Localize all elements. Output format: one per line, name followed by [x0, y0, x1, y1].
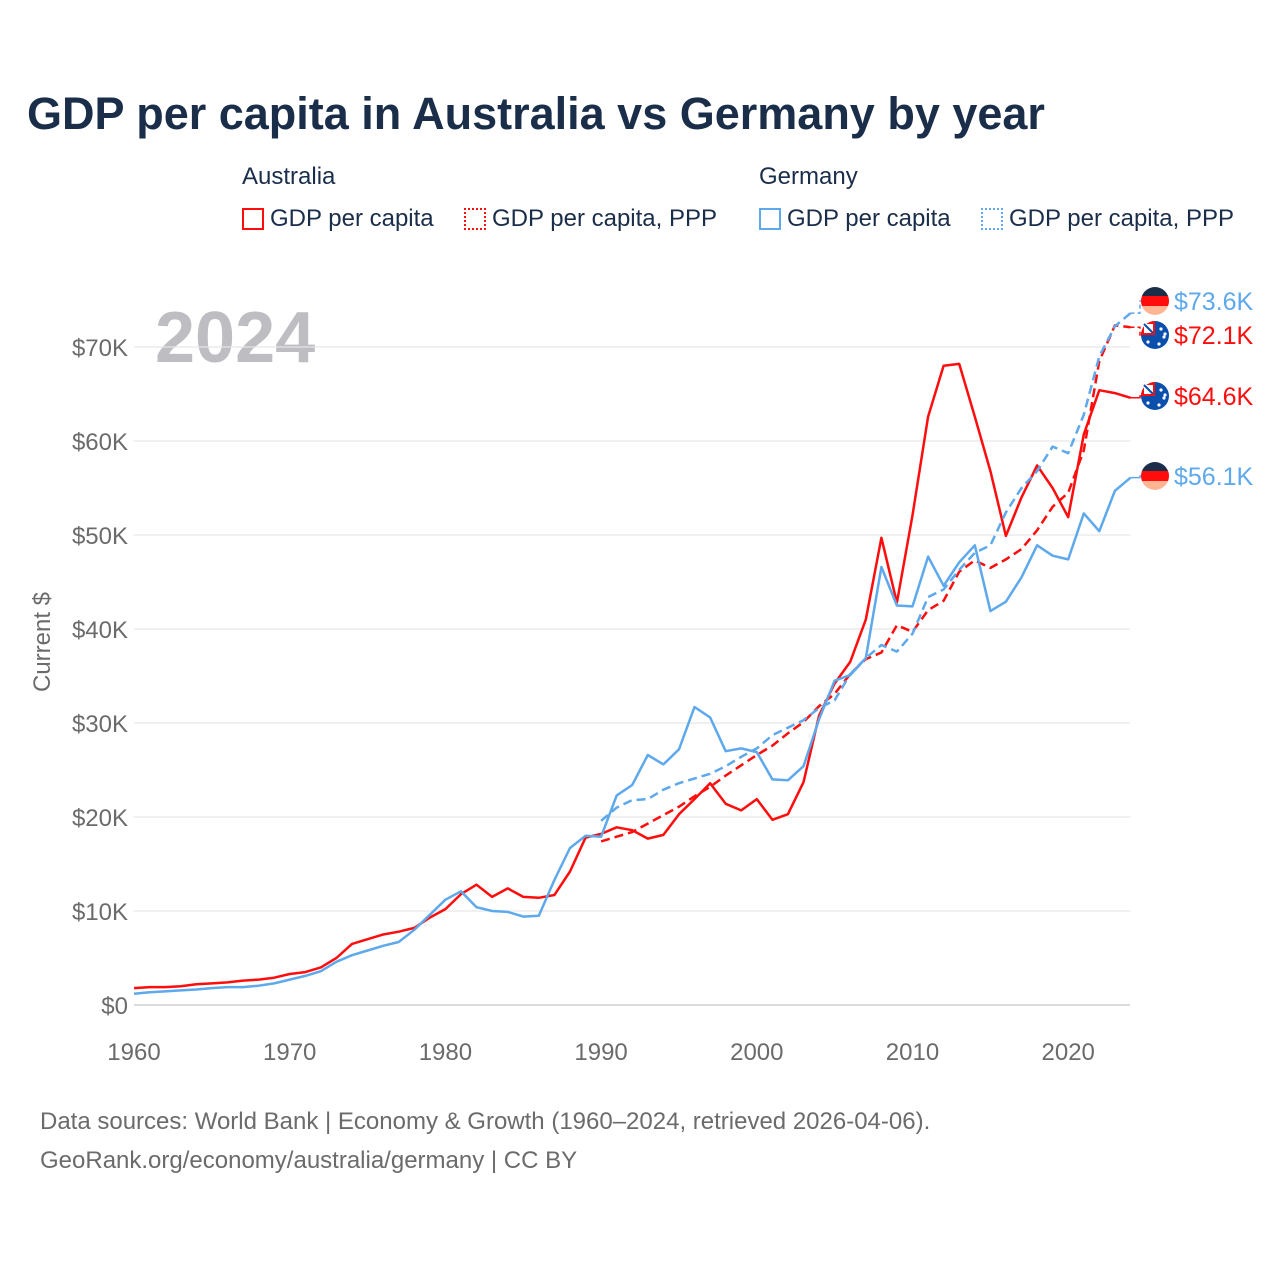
legend-item-australia-ppp[interactable]: GDP per capita, PPP — [464, 205, 717, 233]
y-tick-label: $10K — [72, 899, 128, 926]
footer-sources: Data sources: World Bank | Economy & Gro… — [40, 1108, 931, 1135]
y-tick-label: $40K — [72, 617, 128, 644]
x-tick-label: 1980 — [419, 1039, 472, 1066]
y-tick-label: $20K — [72, 805, 128, 832]
australia-flag-icon — [1141, 321, 1169, 349]
y-tick-label: $30K — [72, 711, 128, 738]
x-tick-label: 2000 — [730, 1039, 783, 1066]
australia-flag-icon — [1141, 382, 1169, 410]
legend-item-germany-ppp[interactable]: GDP per capita, PPP — [981, 205, 1234, 233]
germany-flag-icon — [1141, 287, 1169, 315]
end-value-label: $56.1K — [1174, 463, 1254, 491]
series-line-germany-gdp-per-capita-ppp — [600, 312, 1132, 822]
legend-group-germany: Germany — [759, 163, 858, 191]
end-value-label: $72.1K — [1174, 322, 1254, 350]
y-axis-label: Current $ — [29, 592, 56, 692]
end-value-label: $73.6K — [1174, 288, 1254, 316]
x-tick-label: 2020 — [1042, 1039, 1095, 1066]
x-tick-label: 1990 — [574, 1039, 627, 1066]
x-tick-label: 1960 — [107, 1039, 160, 1066]
x-tick-label: 1970 — [263, 1039, 316, 1066]
chart-title: GDP per capita in Australia vs Germany b… — [27, 88, 1045, 139]
legend-swatch — [242, 208, 264, 230]
y-tick-label: $50K — [72, 523, 128, 550]
y-tick-label: $70K — [72, 335, 128, 362]
legend-group-label: Australia — [242, 163, 336, 190]
y-tick-label: $0 — [101, 993, 128, 1020]
footer-link[interactable]: GeoRank.org/economy/australia/germany | … — [40, 1147, 578, 1174]
series-line-australia-gdp-per-capita — [133, 362, 1131, 990]
germany-flag-icon — [1141, 462, 1169, 490]
legend-label: GDP per capita — [270, 205, 434, 232]
legend-label: GDP per capita, PPP — [492, 205, 717, 232]
legend-item-germany-gdp[interactable]: GDP per capita — [759, 205, 951, 233]
legend-label: GDP per capita, PPP — [1009, 205, 1234, 232]
x-tick-label: 2010 — [886, 1039, 939, 1066]
legend-item-australia-gdp[interactable]: GDP per capita — [242, 205, 434, 233]
legend-label: GDP per capita — [787, 205, 951, 232]
end-value-label: $64.6K — [1174, 383, 1254, 411]
legend-swatch — [759, 208, 781, 230]
series-line-australia-gdp-per-capita-ppp — [600, 324, 1131, 843]
legend-swatch — [464, 208, 486, 230]
legend-group-australia: Australia — [242, 163, 335, 191]
series-line-germany-gdp-per-capita — [133, 476, 1132, 995]
year-watermark: 2024 — [155, 298, 315, 378]
legend-group-label: Germany — [759, 163, 858, 190]
y-tick-label: $60K — [72, 429, 128, 456]
legend-swatch — [981, 208, 1003, 230]
